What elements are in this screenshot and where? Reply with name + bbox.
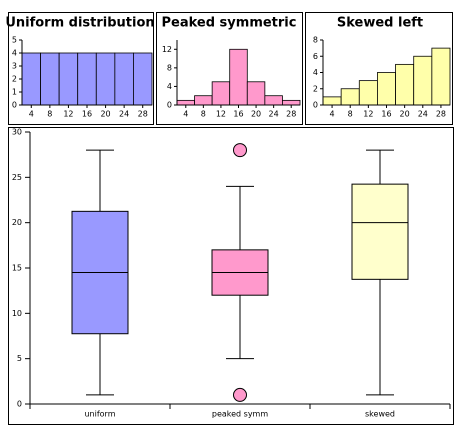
y-tick-label: 25 [12,173,22,182]
x-tick-label: 12 [63,110,73,119]
y-tick-label: 3 [12,62,17,71]
flier [233,387,247,402]
x-tick-label: 4 [330,110,335,119]
flier [233,143,247,158]
x-tick-label: 24 [418,110,428,119]
x-tick-label: 8 [348,110,353,119]
y-tick-label: 15 [12,264,22,273]
y-tick-label: 5 [12,36,17,45]
y-tick-label: 4 [167,82,172,91]
x-tick-label: peaked symm [212,410,268,419]
y-tick-label: 30 [12,128,22,137]
y-tick-label: 0 [167,101,172,110]
x-tick-label: 28 [286,110,296,119]
y-tick-label: 0 [17,400,22,409]
y-tick-label: 0 [313,101,318,110]
y-tick-label: 2 [12,75,17,84]
bar [431,47,451,106]
x-tick-label: 20 [400,110,410,119]
x-tick-label: 24 [119,110,129,119]
bar [322,96,342,106]
panel-frame [8,12,154,125]
x-tick-label: 4 [183,110,188,119]
bar [413,55,433,106]
bar [40,52,60,106]
x-tick-label: 24 [269,110,279,119]
chart-title: Uniform distribution [5,16,154,31]
bar [229,48,248,106]
box [351,183,409,280]
bar [377,72,396,106]
x-tick-label: 28 [436,110,446,119]
y-tick-label: 4 [313,68,318,77]
chart-title: Peaked symmetric [162,16,297,31]
bar [211,81,231,106]
bar [282,99,301,106]
x-tick-label: uniform [84,410,115,419]
y-tick-label: 1 [12,88,17,97]
panel-frame [8,127,454,425]
bar [21,52,41,106]
bar [114,52,134,106]
panel-frame [305,12,453,125]
bar [176,99,195,106]
y-tick-label: 8 [313,36,318,45]
y-tick-label: 0 [12,101,17,110]
y-tick-label: 4 [12,49,17,58]
bar [358,80,378,106]
x-tick-label: 8 [47,110,52,119]
bar [340,88,360,106]
x-tick-label: skewed [365,410,395,419]
bar [264,95,283,106]
bar [77,52,97,106]
y-tick-label: 6 [313,52,318,61]
bar [95,52,116,106]
y-tick-label: 12 [162,45,172,54]
y-tick-label: 8 [167,63,172,72]
x-tick-label: 12 [363,110,373,119]
x-tick-label: 16 [381,110,391,119]
y-tick-label: 5 [17,354,22,363]
x-tick-label: 20 [251,110,261,119]
bar [194,95,213,106]
chart-title: Skewed left [337,16,423,31]
x-tick-label: 16 [82,110,92,119]
x-tick-label: 8 [201,110,206,119]
bar [246,81,266,106]
bar [395,63,415,106]
y-tick-label: 2 [313,84,318,93]
bar [58,52,79,106]
x-tick-label: 20 [100,110,110,119]
y-tick-label: 20 [12,218,22,227]
x-tick-label: 16 [233,110,243,119]
panel-frame [156,12,303,125]
x-tick-label: 28 [138,110,148,119]
bar [133,52,153,106]
x-tick-label: 4 [29,110,34,119]
y-tick-label: 10 [12,309,22,318]
x-tick-label: 12 [216,110,226,119]
